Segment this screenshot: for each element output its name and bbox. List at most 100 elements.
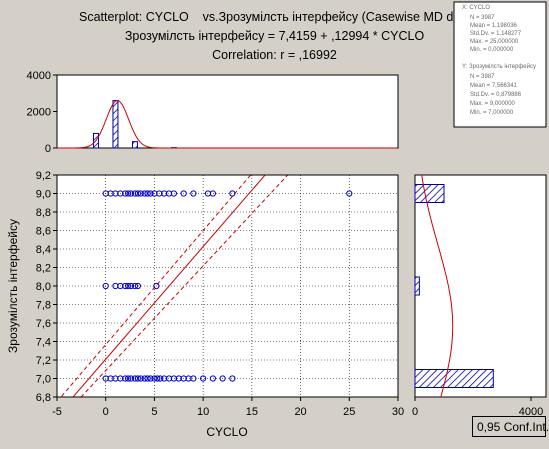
data-point	[127, 282, 135, 290]
regression-line	[72, 175, 266, 397]
y-axis-label: Зрозумілсть інтерфейсу	[6, 219, 20, 353]
cyclo-stats-line: N = 3987	[470, 15, 495, 21]
x-axis-label: CYCLO	[206, 425, 247, 439]
normal-curve	[421, 174, 454, 398]
y-tick-label: 7,8	[36, 300, 51, 312]
y-tick-label: 8,4	[36, 244, 51, 256]
data-point	[131, 190, 139, 197]
data-point	[141, 190, 148, 197]
data-point	[127, 375, 135, 382]
y-tick-label: 0	[45, 143, 51, 155]
regression-equation: Зрозумілсть інтерфейсу = 7,4159 + ,12994…	[124, 29, 425, 43]
data-point	[137, 375, 144, 382]
data-point	[180, 190, 187, 197]
x-axis: -5 0 5 10 15 20 25 30	[52, 397, 404, 418]
normal-curve	[57, 100, 397, 149]
y-tick-label: 9,0	[36, 189, 51, 201]
histogram-bar	[414, 276, 420, 296]
data-point	[134, 282, 141, 290]
data-point	[229, 375, 236, 382]
confidence-band-lower	[80, 175, 289, 397]
x-tick-label: 0	[103, 406, 109, 418]
data-point	[125, 375, 132, 382]
stats-legend: X: CYCLO N = 3987 Mean = 1,198036 Std.Dv…	[462, 5, 536, 116]
y-tick-label: 9,2	[36, 170, 51, 182]
data-point	[147, 190, 154, 197]
y-tick-label: 7,0	[36, 374, 51, 386]
cyclo-stats-line: Max. = 25,000000	[470, 39, 519, 45]
y-tick-label: 8,2	[36, 263, 51, 275]
x-tick-label: 30	[392, 406, 404, 418]
data-point	[153, 282, 160, 290]
y-tick-label: 8,8	[36, 207, 51, 219]
data-point	[147, 375, 154, 382]
scatter-points	[102, 190, 353, 382]
data-point	[170, 190, 178, 197]
data-point	[141, 375, 148, 382]
histogram-bar	[414, 369, 494, 388]
data-point	[209, 190, 216, 197]
y-tick-label: 6,8	[36, 392, 51, 404]
data-point	[346, 190, 353, 197]
data-point	[190, 190, 197, 197]
data-point	[122, 282, 129, 290]
data-point	[134, 190, 141, 197]
x-tick-label: 10	[197, 406, 209, 418]
y-tick-label: 8,6	[36, 226, 51, 238]
cyclo-stats-line: Mean = 1,198036	[470, 23, 518, 29]
cyclo-stats-line: Min. = 0,000000	[470, 47, 514, 53]
histogram-bar	[414, 184, 445, 203]
histogram-bar	[131, 141, 138, 149]
histogram-bar	[112, 100, 119, 149]
confidence-interval-legend: 0,95 Conf.Int.	[472, 416, 549, 437]
x-tick-label: 5	[151, 406, 157, 418]
ui-stats-line: Min. = 7,000000	[470, 110, 514, 116]
y-tick-label: 4000	[27, 70, 51, 82]
data-point	[125, 282, 132, 290]
data-point	[134, 375, 141, 382]
y-tick-label: 7,4	[36, 337, 51, 349]
ui-stats-line: Std.Dv. = 0,879886	[470, 92, 522, 98]
stats-legend-box	[453, 1, 547, 128]
data-point	[151, 375, 158, 382]
right-histogram-x-axis: 0 4000	[412, 397, 543, 418]
y-tick-label: 8,0	[36, 281, 51, 293]
correlation-label: Correlation: r = ,16992	[212, 48, 337, 62]
x-tick-label: 25	[343, 406, 355, 418]
data-point	[144, 190, 151, 197]
x-tick-label: 0	[412, 406, 418, 418]
top-histogram-y-axis: 0 2000 4000	[27, 70, 57, 155]
data-point	[200, 375, 207, 382]
ui-stats-line: Mean = 7,566341	[470, 83, 518, 89]
ui-stats-line: N = 3987	[470, 74, 495, 80]
cyclo-stats-line: Std.Dv. = 1,148277	[470, 31, 522, 37]
y-axis: 6,8 7,0 7,2 7,4 7,6 7,8 8,0 8,2 8,4 8,6 8,8 9,0 9,2	[36, 170, 57, 404]
y-tick-label: 7,2	[36, 355, 51, 367]
data-point	[219, 375, 226, 382]
right-histogram-plot-area	[414, 174, 547, 398]
y-tick-label: 2000	[27, 107, 51, 119]
data-point	[157, 375, 164, 382]
data-point	[125, 190, 132, 197]
x-tick-label: -5	[52, 406, 62, 418]
data-point	[137, 190, 144, 197]
data-point	[131, 375, 139, 382]
scatter-grid	[57, 175, 398, 397]
x-tick-label: 4000	[519, 406, 543, 418]
data-point	[102, 282, 109, 290]
right-histogram	[414, 174, 494, 398]
top-histogram-plot-area	[56, 74, 399, 149]
data-point	[209, 375, 216, 382]
x-tick-label: 20	[294, 406, 306, 418]
regression-lines	[60, 175, 289, 397]
data-point	[154, 375, 161, 382]
x-tick-label: 15	[246, 406, 258, 418]
data-point	[190, 375, 197, 382]
top-histogram	[57, 100, 397, 149]
cyclo-stats-name: X: CYCLO	[462, 5, 490, 11]
ui-stats-name: Y: Зрозумілсть інтерфейсу	[462, 63, 536, 70]
confidence-band-upper	[60, 175, 252, 397]
data-point	[229, 190, 236, 197]
